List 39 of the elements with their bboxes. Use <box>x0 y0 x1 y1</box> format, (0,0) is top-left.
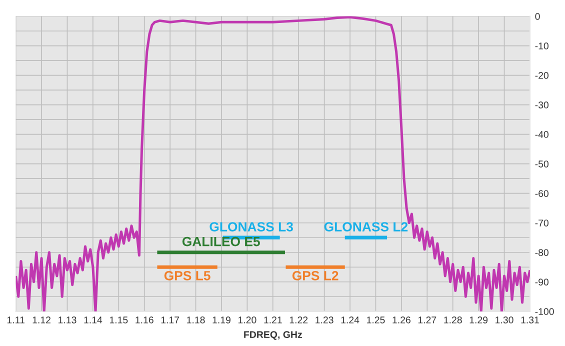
x-tick-label: 1.30 <box>496 316 514 324</box>
series-label: GPS L5 <box>164 271 210 280</box>
x-tick-label: 1.17 <box>161 316 180 324</box>
x-tick-label: 1.26 <box>392 316 410 324</box>
series-label: GLONASS L2 <box>324 222 408 232</box>
x-tick-label: 1.18 <box>187 316 205 324</box>
series-label: GLONASS L3 <box>210 222 293 232</box>
x-tick-label: 1.19 <box>212 316 230 324</box>
x-tick-label: 1.23 <box>316 316 334 324</box>
x-tick-label: 1.20 <box>238 316 256 324</box>
y-tick-label: -80 <box>535 249 548 256</box>
x-tick-label: 1.24 <box>341 316 360 324</box>
x-tick-label: 1.28 <box>444 316 462 324</box>
y-tick-label: -10 <box>535 42 548 50</box>
x-tick-label: 1.15 <box>110 316 128 324</box>
series-label: GPS L2 <box>292 271 338 280</box>
y-tick-label: -100 <box>535 308 554 316</box>
y-tick-label: -30 <box>535 102 548 108</box>
x-axis-title: FDREQ, GHz <box>244 331 302 340</box>
x-tick-label: 1.12 <box>32 316 50 324</box>
x-tick-label: 1.21 <box>264 316 282 324</box>
y-tick-label: -70 <box>535 220 548 226</box>
x-tick-label: 1.31 <box>521 316 539 324</box>
line-series <box>16 16 530 312</box>
x-tick-label: 1.16 <box>136 316 154 324</box>
x-tick-label: 1.11 <box>7 316 24 324</box>
x-tick-label: 1.27 <box>418 316 436 324</box>
x-tick-label: 1.22 <box>290 316 308 324</box>
y-tick-label: -50 <box>535 160 548 168</box>
y-tick-label: 0 <box>535 12 540 20</box>
y-tick-label: -20 <box>535 72 548 79</box>
x-tick-label: 1.29 <box>470 316 488 324</box>
series-label: GALILEO E5 <box>182 236 260 246</box>
y-tick-label: -60 <box>535 190 548 197</box>
x-tick-label: 1.13 <box>58 316 76 324</box>
y-tick-label: -40 <box>535 131 548 138</box>
y-tick-label: -90 <box>535 278 548 286</box>
x-tick-label: 1.25 <box>367 316 385 324</box>
x-tick-label: 1.14 <box>84 316 102 324</box>
